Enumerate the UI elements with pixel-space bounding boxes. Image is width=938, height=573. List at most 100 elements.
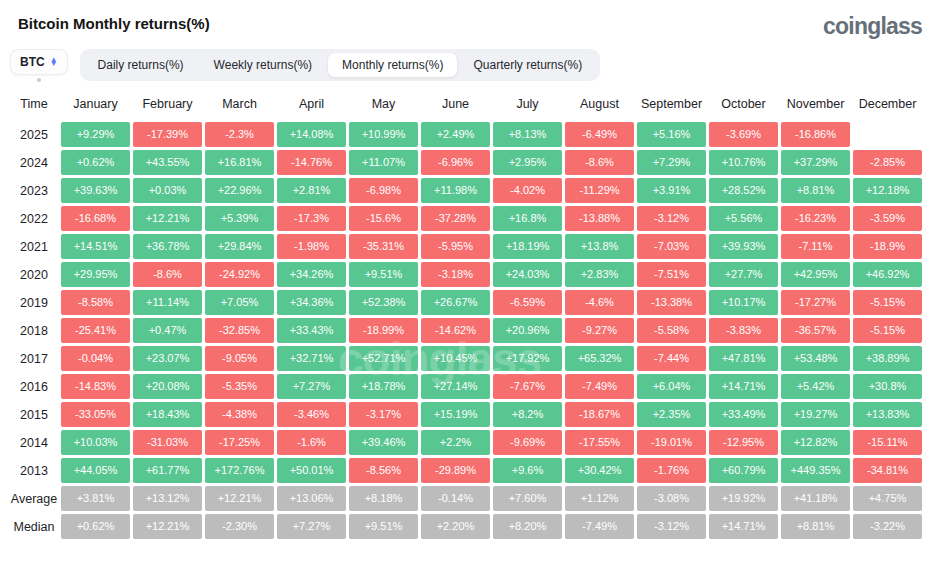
column-header: April (277, 90, 346, 120)
table-row: 2019-8.58%+11.14%+7.05%+34.36%+52.38%+26… (10, 290, 922, 315)
return-cell: +2.49% (421, 122, 490, 147)
return-cell: +12.18% (853, 178, 922, 203)
return-cell: +6.04% (637, 374, 706, 399)
return-cell: +18.43% (133, 402, 202, 427)
return-cell: +34.26% (277, 262, 346, 287)
return-cell: +2.20% (421, 514, 490, 539)
return-cell: +7.27% (277, 514, 346, 539)
topbar: Bitcoin Monthly returns(%) coinglass (0, 0, 938, 38)
return-cell: +44.05% (61, 458, 130, 483)
return-cell: +39.93% (709, 234, 778, 259)
column-header: January (61, 90, 130, 120)
return-cell: +8.13% (493, 122, 562, 147)
symbol-select-label: BTC (20, 55, 45, 69)
return-cell: -6.98% (349, 178, 418, 203)
return-cell: +9.51% (349, 514, 418, 539)
return-cell: +172.76% (205, 458, 274, 483)
return-cell: +30.42% (565, 458, 634, 483)
symbol-select-button[interactable]: BTC ▲▼ (10, 49, 68, 75)
row-label: 2017 (10, 352, 58, 366)
return-cell: +7.60% (493, 486, 562, 511)
return-cell: +12.21% (133, 206, 202, 231)
row-label: Average (10, 492, 58, 506)
return-cell: -2.3% (205, 122, 274, 147)
return-cell: +20.96% (493, 318, 562, 343)
column-header: June (421, 90, 490, 120)
row-label: 2013 (10, 464, 58, 478)
column-header: August (565, 90, 634, 120)
return-cell: -13.38% (637, 290, 706, 315)
return-cell: +5.16% (637, 122, 706, 147)
return-cell: +33.43% (277, 318, 346, 343)
return-cell: +10.76% (709, 150, 778, 175)
return-cell: -7.49% (565, 514, 634, 539)
column-header: July (493, 90, 562, 120)
tab-weekly-returns[interactable]: Weekly returns(%) (200, 53, 326, 77)
return-cell: +29.84% (205, 234, 274, 259)
return-cell: +20.08% (133, 374, 202, 399)
return-cell: -1.6% (277, 430, 346, 455)
column-header: May (349, 90, 418, 120)
coinglass-logo: coinglass (823, 15, 922, 38)
return-cell: -5.35% (205, 374, 274, 399)
row-label: 2015 (10, 408, 58, 422)
return-cell: -3.59% (853, 206, 922, 231)
return-cell: -14.83% (61, 374, 130, 399)
return-cell: +9.29% (61, 122, 130, 147)
return-cell: +39.46% (349, 430, 418, 455)
return-cell: -32.85% (205, 318, 274, 343)
return-cell: +52.38% (349, 290, 418, 315)
return-cell: +2.95% (493, 150, 562, 175)
return-cell: +7.29% (637, 150, 706, 175)
return-cell: -19.01% (637, 430, 706, 455)
return-cell: +30.8% (853, 374, 922, 399)
return-cell: -14.62% (421, 318, 490, 343)
tab-quarterly-returns[interactable]: Quarterly returns(%) (459, 53, 596, 77)
return-cell: -2.85% (853, 150, 922, 175)
return-cell: +13.06% (277, 486, 346, 511)
return-cell: +0.03% (133, 178, 202, 203)
column-header: February (133, 90, 202, 120)
row-label: 2024 (10, 156, 58, 170)
return-cell: +5.56% (709, 206, 778, 231)
return-cell: +29.95% (61, 262, 130, 287)
bitcoin-monthly-returns-page: Bitcoin Monthly returns(%) coinglass BTC… (0, 0, 938, 573)
return-cell: -18.67% (565, 402, 634, 427)
return-cell: +3.81% (61, 486, 130, 511)
return-cell: +8.81% (781, 514, 850, 539)
tab-monthly-returns[interactable]: Monthly returns(%) (328, 53, 457, 77)
return-cell: -24.92% (205, 262, 274, 287)
return-cell: +39.63% (61, 178, 130, 203)
table-row: 2022-16.68%+12.21%+5.39%-17.3%-15.6%-37.… (10, 206, 922, 231)
return-cell: +52.71% (349, 346, 418, 371)
return-cell: -8.6% (565, 150, 634, 175)
return-cell: -9.69% (493, 430, 562, 455)
return-cell: -8.58% (61, 290, 130, 315)
monthly-returns-table: TimeJanuaryFebruaryMarchAprilMayJuneJuly… (0, 82, 938, 539)
return-cell: +9.6% (493, 458, 562, 483)
return-cell: +60.79% (709, 458, 778, 483)
column-header: November (781, 90, 850, 120)
updown-chevron-icon: ▲▼ (50, 58, 58, 66)
row-label: 2016 (10, 380, 58, 394)
return-cell: +46.92% (853, 262, 922, 287)
return-cell: +16.8% (493, 206, 562, 231)
return-cell: +2.2% (421, 430, 490, 455)
return-cell: -35.31% (349, 234, 418, 259)
return-cell: +19.92% (709, 486, 778, 511)
return-cell: +32.71% (277, 346, 346, 371)
tab-daily-returns[interactable]: Daily returns(%) (84, 53, 198, 77)
return-cell: -12.95% (709, 430, 778, 455)
return-cell: +8.18% (349, 486, 418, 511)
row-label: 2022 (10, 212, 58, 226)
return-cell: +17.92% (493, 346, 562, 371)
return-cell: +12.21% (133, 514, 202, 539)
return-cell: +7.05% (205, 290, 274, 315)
return-cell: -7.67% (493, 374, 562, 399)
return-cell: +43.55% (133, 150, 202, 175)
symbol-select-wrap: BTC ▲▼ (10, 49, 68, 82)
table-row: 2020+29.95%-8.6%-24.92%+34.26%+9.51%-3.1… (10, 262, 922, 287)
return-cell: +13.83% (853, 402, 922, 427)
return-cell: -3.83% (709, 318, 778, 343)
return-cell: +7.27% (277, 374, 346, 399)
